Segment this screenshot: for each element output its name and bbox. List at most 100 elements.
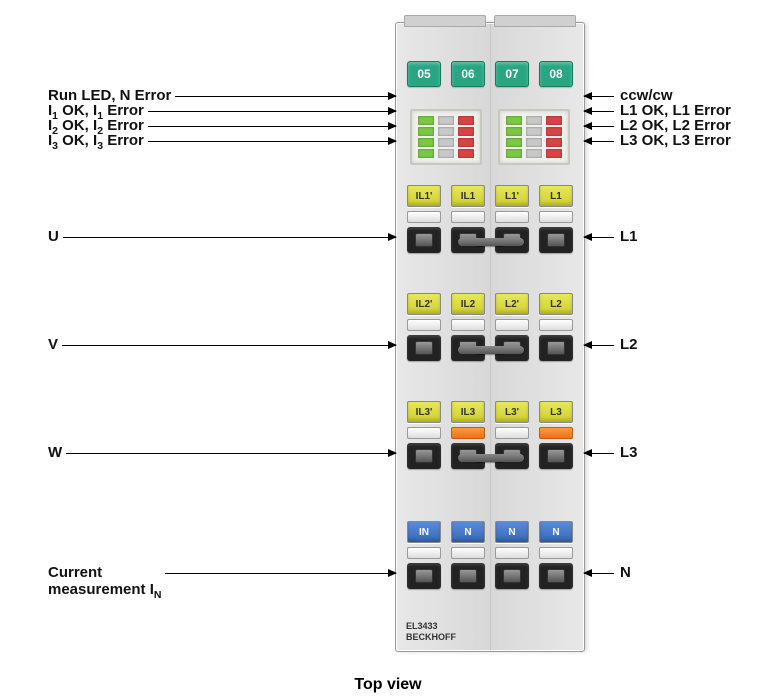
model-number: EL3433	[406, 621, 456, 632]
terminal-plug	[451, 563, 485, 589]
release-clip	[451, 547, 485, 559]
terminal-tag: IL1	[451, 185, 485, 207]
bridge-connector	[458, 238, 524, 246]
model-label: EL3433 BECKHOFF	[406, 621, 456, 643]
terminal-plug	[539, 335, 573, 361]
status-led	[438, 149, 454, 158]
status-led	[418, 127, 434, 136]
callout-label-right: N	[620, 564, 631, 581]
leader-line	[584, 345, 614, 346]
terminal-tag: IL3	[451, 401, 485, 423]
status-led	[506, 149, 522, 158]
terminal-tag: IL3'	[407, 401, 441, 423]
leader-line	[148, 126, 396, 127]
leader-line	[584, 573, 614, 574]
terminal-plug	[495, 563, 529, 589]
terminal-tag: N	[539, 521, 573, 543]
release-clip	[451, 211, 485, 223]
callout-label-right: L3 OK, L3 Error	[620, 132, 731, 149]
release-clip	[539, 319, 573, 331]
top-number: 07	[495, 61, 529, 87]
top-number: 08	[539, 61, 573, 87]
caption: Top view	[0, 676, 776, 694]
leader-line	[584, 96, 614, 97]
leader-line	[148, 111, 396, 112]
status-led	[526, 127, 542, 136]
leader-line	[584, 111, 614, 112]
callout-label-left: V	[48, 336, 58, 353]
terminal-module: 05 06 07 08 EL3433 BECKHOFF IL1' IL1 L1' L1…	[395, 22, 585, 652]
top-number-row: 05 06 07 08	[396, 61, 584, 87]
callout-label-left: Currentmeasurement IN	[48, 564, 161, 601]
terminal-plug	[407, 227, 441, 253]
release-clip	[451, 427, 485, 439]
leader-line	[584, 126, 614, 127]
status-led	[418, 149, 434, 158]
leader-line	[165, 573, 396, 574]
status-led	[438, 127, 454, 136]
status-led	[458, 127, 474, 136]
release-clip	[539, 547, 573, 559]
top-number: 05	[407, 61, 441, 87]
terminal-plug	[539, 227, 573, 253]
status-led	[546, 127, 562, 136]
callout-label-left: W	[48, 444, 62, 461]
status-led	[506, 116, 522, 125]
status-led	[546, 138, 562, 147]
led-block-left	[410, 109, 482, 165]
terminal-tag: N	[495, 521, 529, 543]
release-clip	[407, 211, 441, 223]
led-blocks	[396, 109, 584, 165]
leader-line	[62, 345, 396, 346]
status-led	[458, 116, 474, 125]
status-led	[526, 138, 542, 147]
release-clip	[495, 319, 529, 331]
terminal-tag: L3	[539, 401, 573, 423]
status-led	[546, 116, 562, 125]
terminal-tag: L2	[539, 293, 573, 315]
release-clip	[407, 547, 441, 559]
status-led	[458, 138, 474, 147]
status-led	[458, 149, 474, 158]
terminal-group: INNNN	[396, 521, 584, 589]
terminal-tag: IL1'	[407, 185, 441, 207]
terminal-tag: IL2'	[407, 293, 441, 315]
callout-label-left: I3 OK, I3 Error	[48, 132, 144, 152]
status-led	[526, 149, 542, 158]
bridge-connector	[458, 454, 524, 462]
release-clip	[495, 427, 529, 439]
leader-line	[584, 141, 614, 142]
release-clip	[451, 319, 485, 331]
status-led	[506, 138, 522, 147]
status-led	[526, 116, 542, 125]
leader-line	[175, 96, 396, 97]
callout-label-right: L2	[620, 336, 638, 353]
release-clip	[495, 211, 529, 223]
leader-line	[148, 141, 396, 142]
callout-label-right: L1	[620, 228, 638, 245]
leader-line	[63, 237, 396, 238]
terminal-tag: L2'	[495, 293, 529, 315]
terminal-plug	[407, 563, 441, 589]
terminal-plug	[539, 443, 573, 469]
callout-label-left: U	[48, 228, 59, 245]
callout-label-right: L3	[620, 444, 638, 461]
status-led	[418, 138, 434, 147]
leader-line	[584, 237, 614, 238]
release-clip	[407, 427, 441, 439]
terminal-tag: L1'	[495, 185, 529, 207]
release-clip	[539, 211, 573, 223]
terminal-plug	[539, 563, 573, 589]
terminal-plug	[407, 443, 441, 469]
brand: BECKHOFF	[406, 632, 456, 643]
terminal-tag: N	[451, 521, 485, 543]
led-block-right	[498, 109, 570, 165]
status-led	[546, 149, 562, 158]
status-led	[418, 116, 434, 125]
bridge-connector	[458, 346, 524, 354]
leader-line	[66, 453, 396, 454]
terminal-tag: L1	[539, 185, 573, 207]
release-clip	[407, 319, 441, 331]
leader-line	[584, 453, 614, 454]
terminal-tag: IN	[407, 521, 441, 543]
